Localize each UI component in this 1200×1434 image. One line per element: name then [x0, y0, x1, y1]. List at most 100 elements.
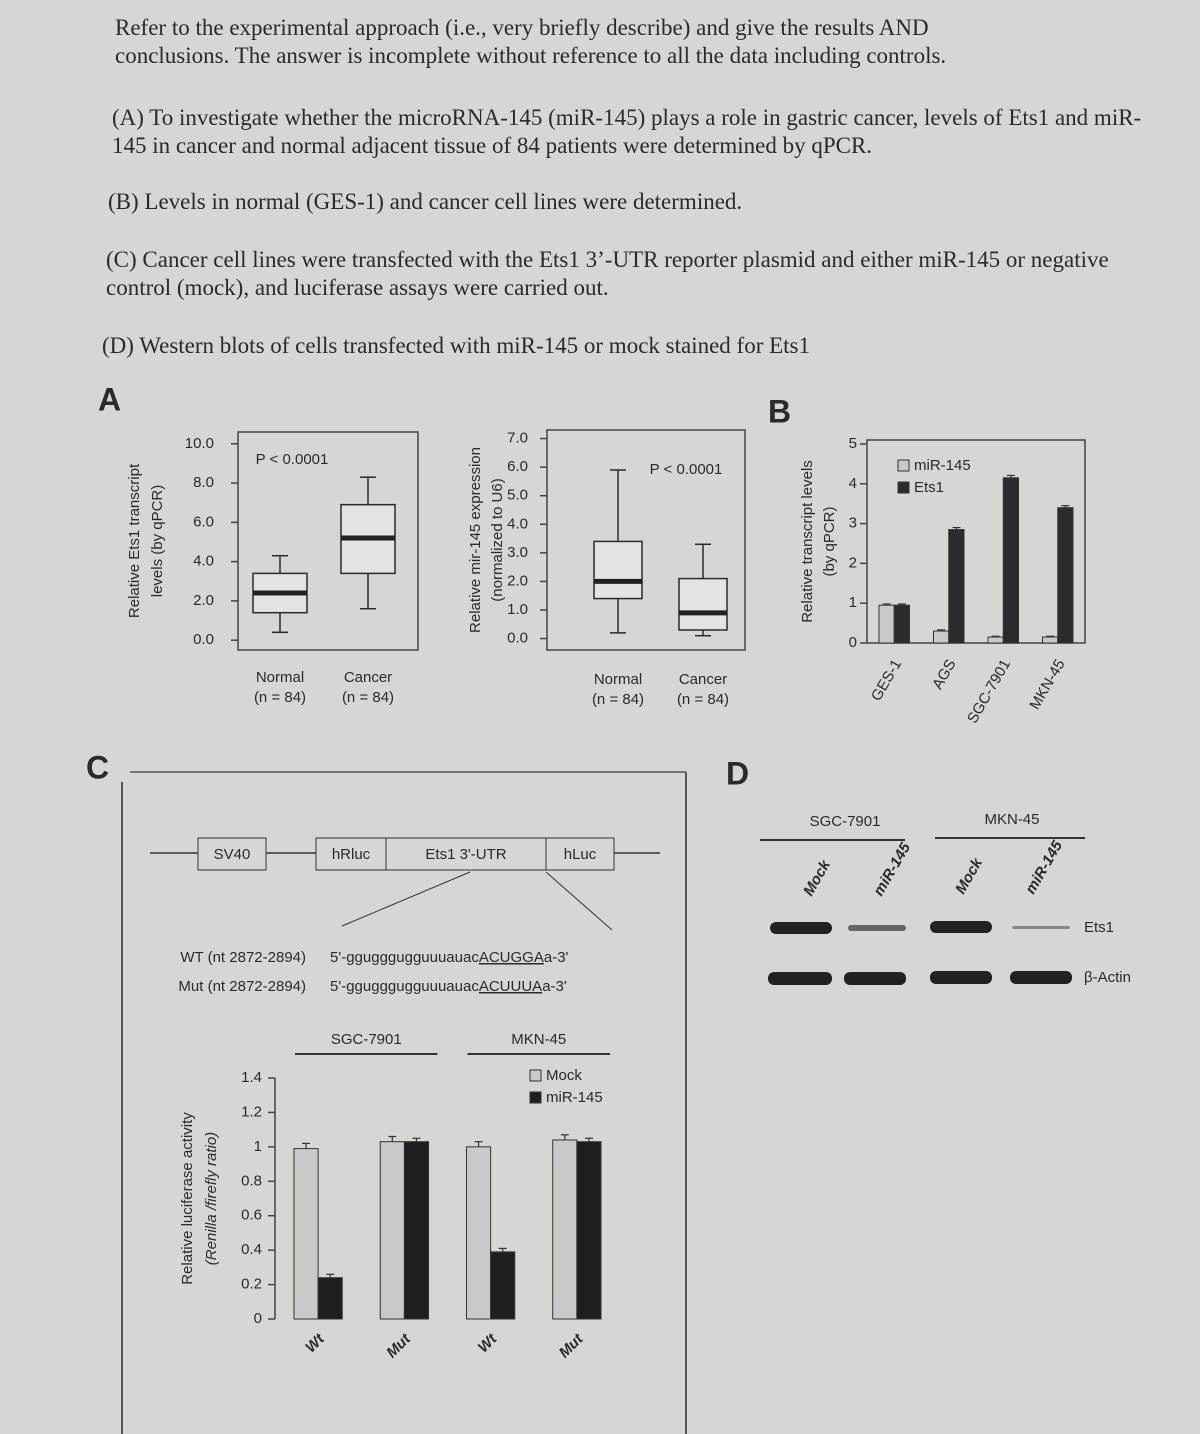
- box: [593, 540, 643, 600]
- lane-label: Mock: [800, 857, 834, 899]
- x-tick-note: (n = 84): [592, 691, 644, 708]
- y-tick-label: 1: [849, 594, 857, 611]
- legend-swatch: [897, 481, 910, 494]
- y-tick-label: 0.8: [241, 1172, 262, 1189]
- x-tick-label: AGS: [929, 656, 960, 692]
- bar: [379, 1141, 405, 1320]
- y-tick-label: 1.0: [507, 601, 528, 618]
- panel-label: D: [726, 755, 749, 791]
- zoom-line: [545, 871, 613, 931]
- blot-row: β-Actin: [1084, 969, 1131, 986]
- y-tick-label: 0.0: [193, 631, 214, 648]
- x-tick-note: (n = 84): [342, 689, 394, 706]
- element-box: [385, 837, 547, 871]
- seq-label: WT (nt 2872-2894): [180, 949, 306, 966]
- blot-group: SGC-7901: [810, 813, 881, 830]
- band: [844, 972, 906, 985]
- x-tick-label: Cancer: [679, 671, 727, 688]
- plot-frame: [546, 429, 746, 651]
- x-tick-label: Mut: [383, 1330, 415, 1362]
- x-tick-label: Wt: [302, 1330, 328, 1356]
- x-tick-label: Wt: [475, 1330, 501, 1356]
- y-tick-label: 0.2: [241, 1276, 262, 1293]
- y-tick-label: 6.0: [507, 458, 528, 475]
- zoom-line: [341, 871, 471, 927]
- band: [770, 922, 832, 934]
- annotation: P < 0.0001: [256, 451, 329, 468]
- plot-frame: [237, 431, 419, 651]
- item-d: (D) Western blots of cells transfected w…: [102, 333, 811, 358]
- y-tick-label: 0.6: [241, 1207, 262, 1224]
- x-tick-label: Normal: [256, 669, 304, 686]
- y-axis-label: Relative Ets1 transcript: [126, 463, 143, 618]
- y-tick-label: 6.0: [193, 513, 214, 530]
- y-tick-label: 7.0: [507, 430, 528, 447]
- band: [930, 971, 992, 984]
- blot-row: Ets1: [1084, 919, 1114, 936]
- y-tick-label: 5: [849, 435, 857, 452]
- y-tick-label: 0: [254, 1310, 262, 1327]
- bar: [465, 1146, 492, 1320]
- x-tick-label: Mut: [556, 1330, 588, 1362]
- bar: [403, 1141, 430, 1320]
- y-tick-label: 5.0: [507, 487, 528, 504]
- sequence: 5'-ggugggugguuuauacACUUUAa-3': [330, 978, 567, 995]
- panel-label: A: [98, 381, 121, 417]
- lane-label: miR-145: [1022, 837, 1066, 897]
- legend-swatch: [529, 1091, 542, 1104]
- y-tick-label: 1.4: [241, 1069, 262, 1086]
- item-a: (A) To investigate whether the microRNA-…: [112, 105, 1142, 158]
- seed-site: ACUUUA: [479, 978, 542, 995]
- y-tick-label: 3: [849, 515, 857, 532]
- bar: [893, 604, 911, 644]
- y-axis-label: (Renilla /firefly ratio): [203, 1132, 220, 1265]
- legend-label: Mock: [546, 1067, 582, 1084]
- legend-label: miR-145: [914, 457, 971, 474]
- seq-part: a-3': [544, 949, 569, 966]
- y-axis-label: Relative transcript levels: [799, 460, 816, 623]
- x-tick-label: SGC-7901: [964, 656, 1014, 726]
- y-tick-label: 4: [849, 475, 857, 492]
- x-tick-label: GES-1: [868, 656, 905, 703]
- y-tick-label: 2.0: [193, 592, 214, 609]
- y-tick-label: 1: [254, 1138, 262, 1155]
- y-tick-label: 2.0: [507, 572, 528, 589]
- item-c: (C) Cancer cell lines were transfected w…: [106, 247, 1109, 300]
- bar: [987, 636, 1004, 644]
- bar: [317, 1277, 343, 1320]
- group-label: MKN-45: [511, 1031, 566, 1048]
- intro: Refer to the experimental approach (i.e.…: [115, 15, 947, 68]
- y-tick-label: 8.0: [193, 474, 214, 491]
- legend-label: Ets1: [914, 479, 944, 496]
- bar: [948, 529, 965, 644]
- element-box: [197, 837, 267, 871]
- band: [1010, 971, 1072, 984]
- x-tick-label: Cancer: [344, 669, 392, 686]
- band: [930, 921, 992, 933]
- bar: [552, 1139, 578, 1320]
- legend-swatch: [529, 1069, 542, 1082]
- y-tick-label: 10.0: [185, 435, 214, 452]
- bar: [1057, 507, 1074, 644]
- seq-part: a-3': [542, 978, 567, 995]
- lane-label: Mock: [952, 855, 986, 897]
- band: [848, 925, 906, 931]
- element-box: [545, 837, 615, 871]
- x-tick-note: (n = 84): [677, 691, 729, 708]
- bar: [878, 604, 895, 644]
- element-label: hRluc: [332, 846, 371, 863]
- bar: [1041, 636, 1059, 644]
- group-label: SGC-7901: [331, 1031, 402, 1048]
- bar: [576, 1141, 602, 1320]
- x-tick-note: (n = 84): [254, 689, 306, 706]
- legend-swatch: [897, 459, 910, 472]
- panel-label: B: [768, 393, 791, 429]
- y-tick-label: 0.4: [241, 1241, 262, 1258]
- plot-frame: [866, 439, 1086, 644]
- element-label: SV40: [214, 846, 251, 863]
- bar: [932, 630, 950, 644]
- lane-label: miR-145: [870, 839, 914, 899]
- element-box: [315, 837, 387, 871]
- blot-group: MKN-45: [984, 811, 1039, 828]
